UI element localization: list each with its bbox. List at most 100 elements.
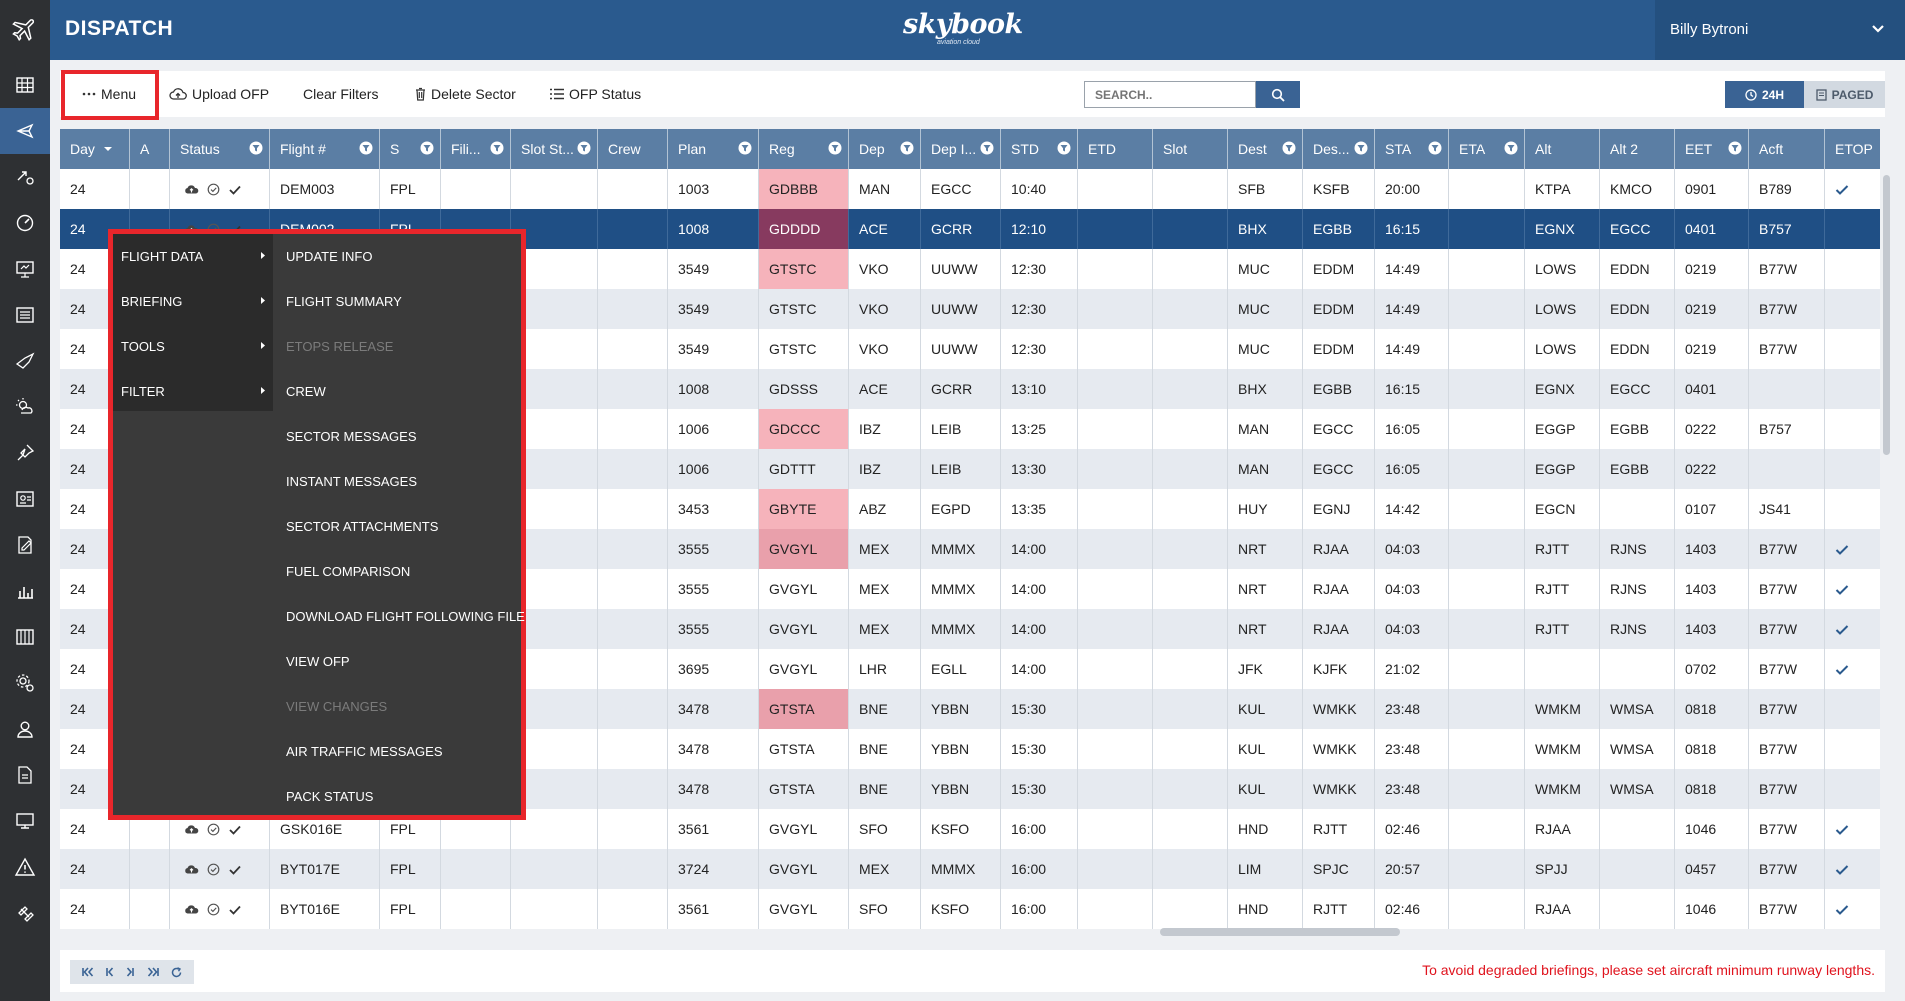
column-header-acft[interactable]: Acft <box>1749 129 1825 169</box>
menu-item-fuel-comparison[interactable]: FUEL COMPARISON <box>286 563 411 579</box>
rail-item-plane-tools[interactable] <box>0 154 50 200</box>
table-row[interactable]: 24 3695 GVGYL LHR EGLL 14:00 JFK KJFK 21:02 0702 B… <box>60 649 1880 689</box>
menu-item-instant-messages[interactable]: INSTANT MESSAGES <box>286 473 417 489</box>
refresh-icon[interactable] <box>171 966 182 978</box>
upload-ofp-button[interactable]: Upload OFP <box>169 84 269 104</box>
sort-desc-icon[interactable] <box>103 145 113 153</box>
rail-item-list[interactable] <box>0 292 50 338</box>
rail-item-id-card[interactable] <box>0 476 50 522</box>
rail-item-gauge[interactable] <box>0 200 50 246</box>
menu-item-pack-status[interactable]: PACK STATUS <box>286 788 374 804</box>
filter-icon[interactable] <box>490 141 504 155</box>
rail-item-satellite[interactable] <box>0 890 50 936</box>
rail-item-plane[interactable] <box>0 108 50 154</box>
filter-icon[interactable] <box>1057 141 1071 155</box>
view-paged-toggle[interactable]: PAGED <box>1804 81 1885 108</box>
menu-item-flight-summary[interactable]: FLIGHT SUMMARY <box>286 293 402 309</box>
first-page-icon[interactable] <box>82 967 94 977</box>
column-header-slot[interactable]: Slot <box>1153 129 1228 169</box>
table-row[interactable]: 24 DEM003 FPL 1003 GDBBB MAN EGCC 10:40 SFB KSFB 2… <box>60 169 1880 209</box>
column-header-flight[interactable]: Flight # <box>270 129 380 169</box>
column-header-alt2[interactable]: Alt 2 <box>1600 129 1675 169</box>
circle-check-icon[interactable] <box>207 863 220 876</box>
menu-item-update-info[interactable]: UPDATE INFO <box>286 248 373 264</box>
rail-item-presentation[interactable] <box>0 246 50 292</box>
column-header-eta[interactable]: ETA <box>1449 129 1525 169</box>
column-header-slotst[interactable]: Slot St... <box>511 129 598 169</box>
ofp-status-button[interactable]: OFP Status <box>550 84 641 104</box>
menu-item-air-traffic-messages[interactable]: AIR TRAFFIC MESSAGES <box>286 743 443 759</box>
vertical-scrollbar[interactable] <box>1883 175 1890 455</box>
rail-item-settings[interactable] <box>0 660 50 706</box>
context-category-tools[interactable]: TOOLS <box>113 324 273 368</box>
filter-icon[interactable] <box>1354 141 1368 155</box>
column-header-plan[interactable]: Plan <box>668 129 759 169</box>
filter-icon[interactable] <box>577 141 591 155</box>
column-header-eet[interactable]: EET <box>1675 129 1749 169</box>
filter-icon[interactable] <box>980 141 994 155</box>
table-row[interactable]: 24 BYT017E FPL 3724 GVGYL MEX MMMX 16:00 LIM SPJC… <box>60 849 1880 889</box>
cloud-upload-icon[interactable] <box>184 903 199 916</box>
context-category-flight-data[interactable]: FLIGHT DATA <box>113 234 273 278</box>
filter-icon[interactable] <box>359 141 373 155</box>
column-header-status[interactable]: Status <box>170 129 270 169</box>
search-button[interactable] <box>1256 81 1300 108</box>
rail-item-library[interactable] <box>0 614 50 660</box>
check-icon[interactable] <box>228 903 242 916</box>
table-row[interactable]: 24 3453 GBYTE ABZ EGPD 13:35 HUY EGNJ 14:42 EGCN 0… <box>60 489 1880 529</box>
filter-icon[interactable] <box>1282 141 1296 155</box>
next-page-icon[interactable] <box>126 967 135 977</box>
column-header-desi[interactable]: Des... <box>1303 129 1375 169</box>
menu-item-crew[interactable]: CREW <box>286 383 326 399</box>
circle-check-icon[interactable] <box>207 823 220 836</box>
table-row[interactable]: 24 3555 GVGYL MEX MMMX 14:00 NRT RJAA 04:03 RJTT R… <box>60 569 1880 609</box>
check-icon[interactable] <box>228 823 242 836</box>
filter-icon[interactable] <box>1728 141 1742 155</box>
user-menu[interactable]: Billy Bytroni <box>1655 0 1905 60</box>
rail-item-warning[interactable] <box>0 844 50 890</box>
rail-item-document[interactable] <box>0 752 50 798</box>
rail-item-grid[interactable] <box>0 62 50 108</box>
circle-check-icon[interactable] <box>207 183 220 196</box>
cloud-upload-icon[interactable] <box>184 183 199 196</box>
filter-icon[interactable] <box>1428 141 1442 155</box>
cloud-upload-icon[interactable] <box>184 823 199 836</box>
column-header-depi[interactable]: Dep I... <box>921 129 1001 169</box>
check-icon[interactable] <box>228 863 242 876</box>
plane-logo-icon[interactable] <box>0 0 50 58</box>
column-header-dep[interactable]: Dep <box>849 129 921 169</box>
search-input[interactable] <box>1085 82 1245 107</box>
delete-sector-button[interactable]: Delete Sector <box>415 84 516 104</box>
rail-item-weather[interactable] <box>0 384 50 430</box>
column-header-etop[interactable]: ETOP <box>1825 129 1880 169</box>
filter-icon[interactable] <box>249 141 263 155</box>
cloud-upload-icon[interactable] <box>184 863 199 876</box>
table-row[interactable]: 24 3478 GTSTA BNE YBBN 15:30 KUL WMKK 23:48 WMKM W… <box>60 729 1880 769</box>
filter-icon[interactable] <box>1504 141 1518 155</box>
table-row[interactable]: 24 GSK016E FPL 3561 GVGYL SFO KSFO 16:00 HND RJTT… <box>60 809 1880 849</box>
circle-check-icon[interactable] <box>207 903 220 916</box>
column-header-day[interactable]: Day <box>60 129 130 169</box>
rail-item-plane-alt[interactable] <box>0 338 50 384</box>
rail-item-edit-doc[interactable] <box>0 522 50 568</box>
column-header-dest[interactable]: Dest <box>1228 129 1303 169</box>
rail-item-pin[interactable] <box>0 430 50 476</box>
column-header-s[interactable]: S <box>380 129 441 169</box>
column-header-std[interactable]: STD <box>1001 129 1078 169</box>
column-header-crew[interactable]: Crew <box>598 129 668 169</box>
filter-icon[interactable] <box>900 141 914 155</box>
filter-icon[interactable] <box>738 141 752 155</box>
column-header-alt[interactable]: Alt <box>1525 129 1600 169</box>
column-header-a[interactable]: A <box>130 129 170 169</box>
check-icon[interactable] <box>228 183 242 196</box>
filter-icon[interactable] <box>828 141 842 155</box>
menu-button[interactable]: Menu <box>82 84 136 104</box>
prev-page-icon[interactable] <box>106 967 114 977</box>
table-row[interactable]: 24 BYT016E FPL 3561 GVGYL SFO KSFO 16:00 HND RJTT… <box>60 889 1880 929</box>
clear-filters-button[interactable]: Clear Filters <box>303 84 378 104</box>
column-header-reg[interactable]: Reg <box>759 129 849 169</box>
menu-item-sector-attachments[interactable]: SECTOR ATTACHMENTS <box>286 518 439 534</box>
horizontal-scrollbar[interactable] <box>1160 928 1400 936</box>
last-page-icon[interactable] <box>147 967 159 977</box>
menu-item-sector-messages[interactable]: SECTOR MESSAGES <box>286 428 417 444</box>
